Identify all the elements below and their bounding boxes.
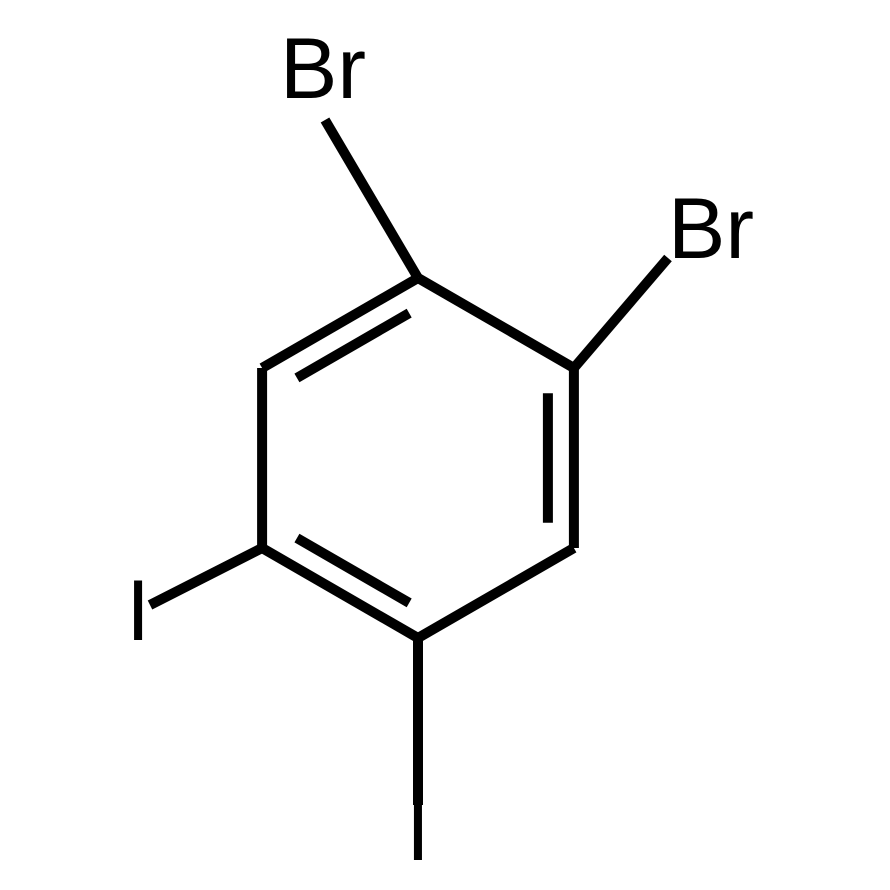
ring-bond-2: [418, 548, 574, 638]
substituent-bond-0: [325, 120, 418, 278]
ring-bond-5-inner: [297, 313, 409, 378]
ring-bond-3-inner: [297, 538, 409, 603]
substituent-bond-1: [574, 258, 668, 368]
atom-label-br-1: Br: [668, 181, 754, 277]
atom-label-i-2: I: [406, 783, 430, 879]
atom-label-br-0: Br: [280, 21, 366, 117]
ring-bond-0: [418, 278, 574, 368]
atom-label-i-3: I: [126, 563, 150, 659]
substituent-bond-3: [150, 548, 262, 605]
molecule-diagram: Br Br I I: [0, 0, 890, 890]
